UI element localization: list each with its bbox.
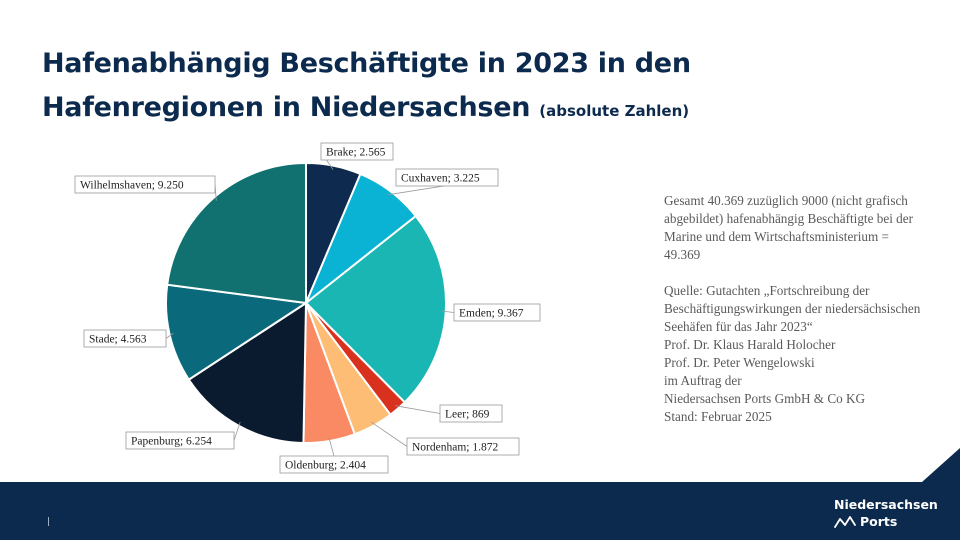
pie-slice-papenburg	[187, 301, 308, 444]
leader-line-papenburg	[233, 421, 241, 441]
data-label-box-stade	[83, 329, 167, 348]
note-author-2: Prof. Dr. Peter Wengelowski	[664, 355, 815, 370]
note-company: Niedersachsen Ports GmbH & Co KG	[664, 391, 866, 406]
leader-line-stade	[165, 332, 174, 339]
note-date: Stand: Februar 2025	[664, 409, 772, 424]
data-label-stade: Stade; 4.563	[89, 334, 147, 346]
leader-line-nordenham	[371, 421, 408, 447]
data-label-box-cuxhaven	[395, 168, 499, 187]
data-label-box-nordenham	[406, 437, 520, 456]
leader-line-emden	[441, 310, 455, 313]
note-author-1: Prof. Dr. Klaus Harald Holocher	[664, 337, 836, 352]
data-label-box-papenburg	[125, 431, 235, 450]
data-label-oldenburg: Oldenburg; 2.404	[285, 460, 366, 472]
data-label-leer: Leer; 869	[445, 409, 490, 421]
pie-labels: Brake; 2.565 Cuxhaven; 3.225 Emden; 9.367 L…	[74, 142, 541, 474]
note-commission: im Auftrag der	[664, 373, 742, 388]
data-label-box-wilhelmshaven	[74, 175, 216, 194]
footer-bar	[0, 482, 960, 540]
data-label-box-brake	[320, 142, 394, 161]
title-line-1: Hafenabhängig Beschäftigte in 2023 in de…	[42, 48, 691, 79]
data-label-wilhelmshaven: Wilhelmshaven; 9.250	[80, 180, 184, 192]
title-line-2: Hafenregionen in Niedersachsen (absolute…	[42, 86, 862, 133]
title-subtitle: (absolute Zahlen)	[539, 102, 690, 120]
data-label-cuxhaven: Cuxhaven; 3.225	[401, 173, 480, 185]
data-label-box-emden	[453, 303, 541, 322]
data-label-brake: Brake; 2.565	[326, 147, 386, 159]
slide-title: Hafenabhängig Beschäftigte in 2023 in de…	[42, 42, 862, 133]
note-source: Quelle: Gutachten „Fortschreibung der Be…	[664, 283, 921, 334]
pie-slices	[165, 161, 447, 444]
note-total: Gesamt 40.369 zuzüglich 9000 (nicht graf…	[664, 193, 913, 262]
leader-line-oldenburg	[328, 436, 335, 457]
pie-slice-wilhelmshaven	[166, 161, 307, 305]
pie-chart: Brake; 2.565 Cuxhaven; 3.225 Emden; 9.367 L…	[74, 142, 541, 474]
logo-line-1: Niedersachsen	[834, 497, 938, 512]
wave-logo-icon	[834, 515, 856, 528]
leader-line-leer	[395, 405, 441, 414]
data-label-papenburg: Papenburg; 6.254	[131, 436, 212, 448]
pie-slice-stade	[165, 283, 309, 382]
logo-line-2: Ports	[860, 514, 898, 529]
data-label-box-oldenburg	[279, 455, 389, 474]
source-note: Gesamt 40.369 zuzüglich 9000 (nicht graf…	[664, 192, 924, 426]
data-label-emden: Emden; 9.367	[459, 308, 524, 320]
page-number-marker	[48, 517, 49, 526]
niedersachsen-ports-logo: Niedersachsen Ports	[834, 496, 938, 530]
data-label-nordenham: Nordenham; 1.872	[412, 442, 498, 454]
title-line-2-text: Hafenregionen in Niedersachsen	[42, 92, 531, 123]
data-label-box-leer	[439, 404, 503, 423]
